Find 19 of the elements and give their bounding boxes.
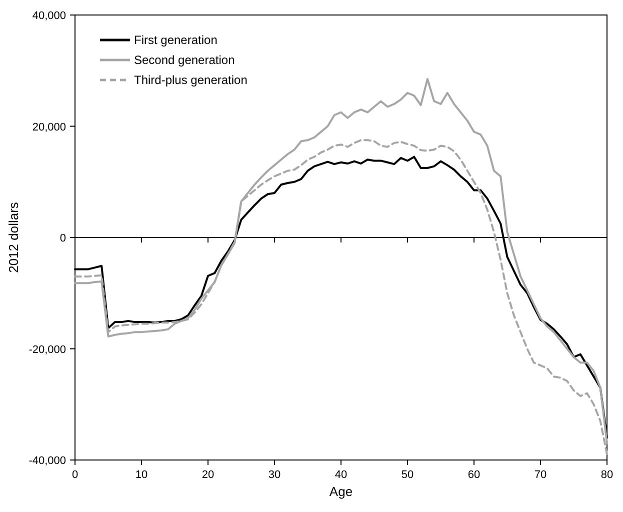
legend-label: First generation (134, 33, 218, 47)
y-tick-label: 20,000 (32, 121, 66, 134)
x-tick-label: 80 (600, 469, 614, 481)
x-tick-label: 10 (135, 469, 148, 481)
x-tick-label: 40 (334, 469, 348, 481)
x-tick-label: 70 (534, 469, 547, 481)
x-tick-label: 30 (268, 469, 281, 481)
legend-label: Third-plus generation (134, 73, 248, 87)
y-tick-label: 40,000 (32, 10, 66, 22)
x-tick-label: 60 (468, 469, 480, 481)
y-tick-label: 0 (60, 232, 66, 244)
x-axis-title: Age (329, 484, 353, 499)
x-tick-label: 50 (401, 469, 414, 481)
y-tick-label: -20,000 (28, 344, 66, 356)
x-tick-label: 20 (202, 469, 214, 481)
x-tick-label: 0 (72, 469, 78, 481)
y-tick-label: -40,000 (28, 455, 66, 467)
legend-label: Second generation (134, 53, 235, 67)
y-axis-title: 2012 dollars (6, 202, 21, 273)
